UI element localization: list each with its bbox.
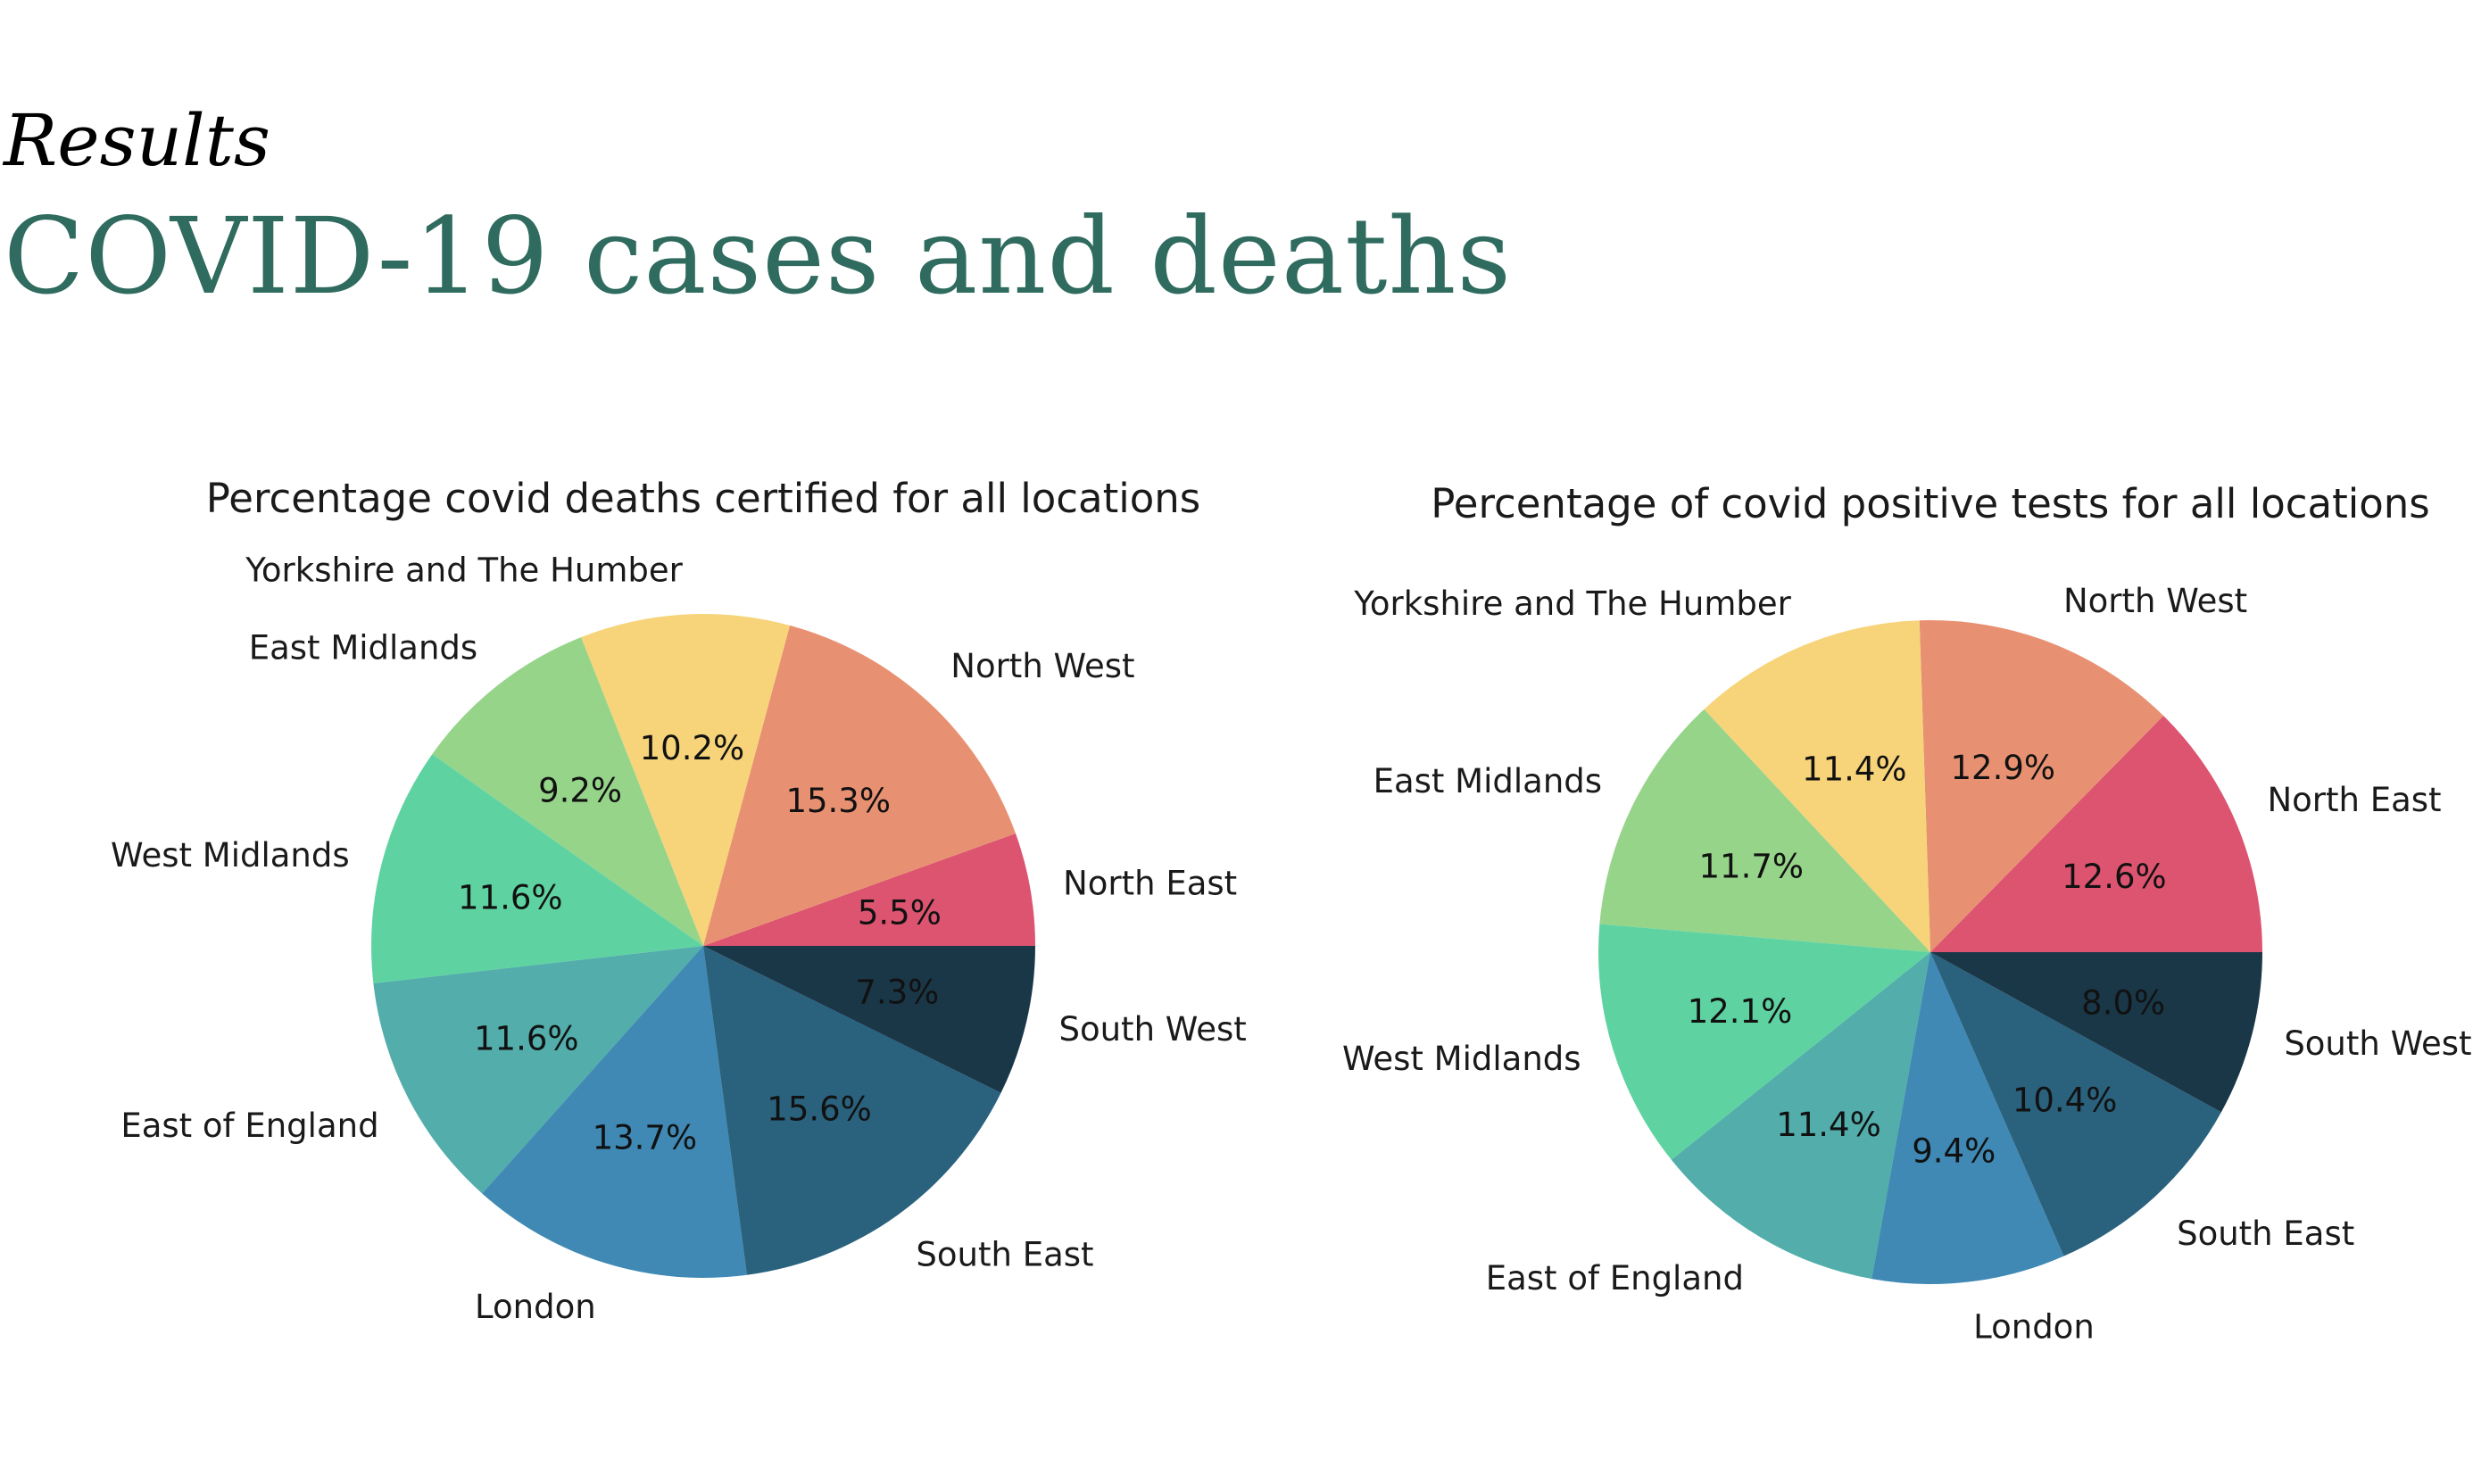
slice-south-west — [703, 946, 1035, 1093]
page-title: COVID-19 cases and deaths — [4, 195, 1513, 318]
slice-south-east — [1930, 952, 2221, 1256]
pct-label-yorkshire-and-the-humber: 10.2% — [640, 729, 745, 767]
pct-label-north-east: 12.6% — [2062, 858, 2167, 896]
slice-north-west — [1919, 620, 2164, 952]
slice-yorkshire-and-the-humber — [581, 614, 791, 946]
category-label-yorkshire-and-the-humber: Yorkshire and The Humber — [245, 551, 683, 589]
slice-south-east — [703, 946, 1001, 1275]
pct-label-south-east: 15.6% — [767, 1090, 872, 1128]
section-kicker: Results — [4, 99, 270, 182]
pct-label-east-of-england: 11.6% — [474, 1020, 579, 1058]
pct-label-london: 9.4% — [1912, 1132, 1996, 1171]
category-label-north-east: North East — [1063, 865, 1237, 903]
category-label-london: London — [1973, 1307, 2095, 1346]
slice-east-midlands — [432, 637, 703, 946]
slice-east-of-england — [1671, 952, 1930, 1280]
pct-label-west-midlands: 12.1% — [1688, 992, 1793, 1031]
category-label-south-west: South West — [2284, 1024, 2471, 1063]
slice-west-midlands — [1598, 924, 1930, 1160]
slice-north-west — [703, 625, 1017, 946]
slice-east-midlands — [1599, 709, 1930, 952]
category-label-south-east: South East — [2177, 1215, 2354, 1253]
chart-title-tests: Percentage of covid positive tests for a… — [1431, 480, 2429, 527]
slice-london — [482, 946, 747, 1278]
category-label-yorkshire-and-the-humber: Yorkshire and The Humber — [1353, 584, 1791, 623]
pct-label-north-west: 12.9% — [1950, 749, 2055, 787]
slice-west-midlands — [371, 754, 703, 983]
slice-south-west — [1930, 952, 2262, 1113]
category-label-north-west: North West — [950, 647, 1134, 685]
pct-label-south-east: 10.4% — [2012, 1082, 2118, 1120]
slice-north-east — [703, 833, 1035, 946]
pct-label-north-east: 5.5% — [858, 894, 942, 933]
chart-title-deaths: Percentage covid deaths certified for al… — [206, 475, 1201, 522]
category-label-west-midlands: West Midlands — [111, 836, 350, 875]
slice-east-of-england — [373, 946, 703, 1194]
pct-label-yorkshire-and-the-humber: 11.4% — [1802, 750, 1907, 789]
category-label-east-of-england: East of England — [1486, 1259, 1744, 1297]
pct-label-east-of-england: 11.4% — [1776, 1106, 1881, 1144]
category-label-south-east: South East — [916, 1236, 1093, 1274]
category-label-north-west: North West — [2063, 582, 2247, 620]
slice-north-east — [1930, 716, 2262, 952]
pct-label-london: 13.7% — [593, 1118, 698, 1157]
category-label-north-east: North East — [2267, 781, 2441, 819]
category-label-east-midlands: East Midlands — [249, 628, 477, 667]
category-label-east-of-england: East of England — [120, 1107, 378, 1145]
pie-deaths: Percentage covid deaths certified for al… — [111, 475, 1247, 1326]
pie-tests: Percentage of covid positive tests for a… — [1342, 480, 2472, 1346]
pct-label-east-midlands: 9.2% — [538, 772, 622, 810]
slice-london — [1871, 952, 2064, 1284]
category-label-west-midlands: West Midlands — [1342, 1040, 1581, 1078]
pct-label-south-west: 8.0% — [2081, 984, 2165, 1023]
pct-label-east-midlands: 11.7% — [1699, 847, 1805, 885]
pct-label-north-west: 15.3% — [785, 782, 891, 820]
pct-label-west-midlands: 11.6% — [458, 878, 563, 916]
pct-label-south-west: 7.3% — [855, 974, 939, 1012]
category-label-east-midlands: East Midlands — [1373, 762, 1602, 800]
category-label-south-west: South West — [1058, 1010, 1246, 1049]
slice-yorkshire-and-the-humber — [1704, 620, 1930, 952]
category-label-london: London — [475, 1288, 596, 1326]
